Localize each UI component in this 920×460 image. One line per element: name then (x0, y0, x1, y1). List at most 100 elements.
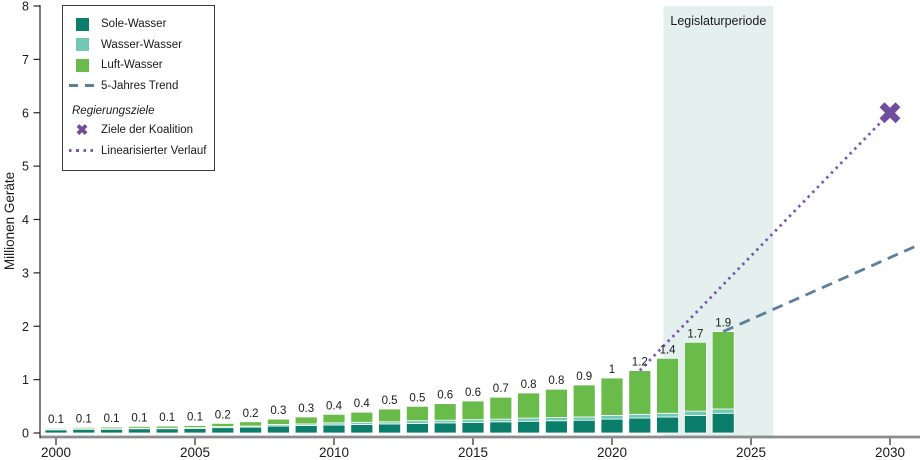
y-tick-label: 8 (22, 0, 29, 14)
legend-item-ziele-der-koalition: ✖ Ziele der Koalition (67, 120, 206, 141)
bar-value-label: 1.2 (632, 357, 648, 369)
legend-label: Luft-Wasser (101, 59, 163, 72)
bar-segment-sole-wasser (600, 418, 624, 434)
y-tick-label: 0 (22, 427, 29, 441)
bar-segment-luft-wasser (711, 331, 735, 410)
bar-value-label: 1.9 (715, 318, 731, 330)
bar-segment-luft-wasser (600, 377, 624, 416)
x-tick-label: 2005 (180, 445, 210, 460)
bar-segment-wasser-wasser (405, 420, 429, 424)
bar-segment-sole-wasser (517, 420, 540, 434)
bar-value-label: 0.5 (382, 395, 398, 407)
x-tick-label: 2000 (41, 445, 71, 460)
y-tick-label: 6 (22, 106, 29, 120)
x-marker-icon: ✖ (75, 121, 89, 139)
bar-segment-luft-wasser (405, 405, 429, 422)
bar-value-label: 0.1 (48, 414, 64, 426)
bar-segment-sole-wasser (183, 428, 207, 434)
bar-segment-luft-wasser (517, 392, 540, 419)
bar-segment-wasser-wasser (684, 410, 707, 416)
bar-segment-luft-wasser (72, 426, 96, 430)
bar-value-label: 1 (609, 364, 615, 376)
bar-segment-luft-wasser (183, 425, 207, 429)
bar-segment-sole-wasser (239, 426, 263, 434)
x-tick-label: 2025 (736, 445, 766, 460)
bar-segment-luft-wasser (44, 427, 68, 430)
y-tick-label: 3 (22, 266, 29, 280)
bar-value-label: 0.1 (131, 412, 147, 424)
region-label: Legislaturperiode (670, 14, 766, 28)
bar-value-label: 0.9 (576, 371, 592, 383)
bar-segment-wasser-wasser (433, 419, 457, 424)
bar-segment-luft-wasser (322, 413, 346, 424)
bar-value-label: 0.8 (548, 375, 564, 387)
bar-segment-luft-wasser (572, 384, 596, 418)
bar-segment-wasser-wasser (628, 413, 652, 419)
dotted-line-icon (69, 149, 95, 153)
bar-segment-wasser-wasser (461, 419, 485, 423)
bar-value-label: 0.2 (215, 409, 231, 421)
bar-value-label: 0.3 (270, 405, 286, 417)
bar-segment-sole-wasser (572, 419, 596, 434)
bar-segment-luft-wasser (378, 408, 402, 423)
bar-segment-luft-wasser (545, 388, 568, 418)
bar-value-label: 0.4 (354, 398, 371, 410)
x-tick-label: 2015 (458, 445, 488, 460)
bar-segment-sole-wasser (211, 427, 235, 434)
bar-value-label: 0.3 (298, 403, 314, 415)
bar-segment-luft-wasser (294, 416, 318, 425)
luft-wasser-swatch-icon (75, 58, 89, 72)
y-tick-label: 2 (22, 320, 29, 334)
bar-segment-wasser-wasser (656, 412, 679, 418)
legend-item-luft-wasser: Luft-Wasser (67, 55, 206, 76)
legend-item-sole-wasser: Sole-Wasser (67, 14, 206, 35)
bar-segment-luft-wasser (461, 400, 485, 421)
bar-segment-luft-wasser (656, 357, 679, 414)
legend-label: Ziele der Koalition (101, 124, 194, 137)
y-axis-title: Millionen Geräte (2, 172, 17, 270)
bar-segment-sole-wasser (433, 422, 457, 434)
bar-value-label: 0.1 (159, 412, 175, 424)
bar-segment-wasser-wasser (572, 416, 596, 421)
bar-segment-sole-wasser (322, 424, 346, 434)
bar-segment-luft-wasser (433, 403, 457, 421)
bar-segment-wasser-wasser (600, 414, 624, 420)
bar-segment-luft-wasser (489, 396, 513, 420)
bar-segment-sole-wasser (72, 428, 96, 434)
bar-segment-sole-wasser (266, 425, 290, 434)
bar-segment-luft-wasser (100, 426, 123, 430)
bar-segment-sole-wasser (684, 414, 707, 434)
x-tick-label: 2020 (597, 445, 627, 460)
bar-segment-sole-wasser (378, 423, 402, 434)
bar-segment-sole-wasser (489, 421, 513, 434)
y-tick-label: 7 (22, 53, 29, 67)
bar-value-label: 0.6 (437, 390, 453, 402)
y-tick-label: 5 (22, 160, 29, 174)
bar-segment-sole-wasser (405, 422, 429, 434)
bar-segment-sole-wasser (711, 412, 735, 434)
coalition-goal-marker-icon (879, 102, 901, 124)
bar-segment-sole-wasser (100, 428, 123, 434)
bar-segment-luft-wasser (350, 411, 374, 423)
legend-label: Linearisierter Verlauf (101, 144, 207, 157)
bar-segment-luft-wasser (684, 341, 707, 412)
bar-value-label: 1.7 (687, 328, 703, 340)
sole-wasser-swatch-icon (75, 17, 89, 31)
bar-segment-sole-wasser (461, 421, 485, 434)
bar-segment-sole-wasser (44, 429, 68, 434)
bar-value-label: 0.1 (187, 412, 203, 424)
bar-value-label: 0.2 (243, 408, 259, 420)
legend-label: Wasser-Wasser (101, 38, 182, 51)
legend: Sole-Wasser Wasser-Wasser Luft-Wasser 5-… (62, 5, 216, 171)
wasser-wasser-swatch-icon (75, 38, 89, 52)
bar-segment-luft-wasser (266, 418, 290, 425)
bar-segment-wasser-wasser (545, 417, 568, 422)
bar-segment-sole-wasser (656, 416, 679, 434)
bar-segment-sole-wasser (350, 424, 374, 434)
bar-segment-sole-wasser (545, 420, 568, 434)
legend-item-5-jahres-trend: 5-Jahres Trend (67, 76, 206, 97)
bar-value-label: 0.5 (409, 392, 425, 404)
bar-segment-luft-wasser (155, 425, 179, 429)
